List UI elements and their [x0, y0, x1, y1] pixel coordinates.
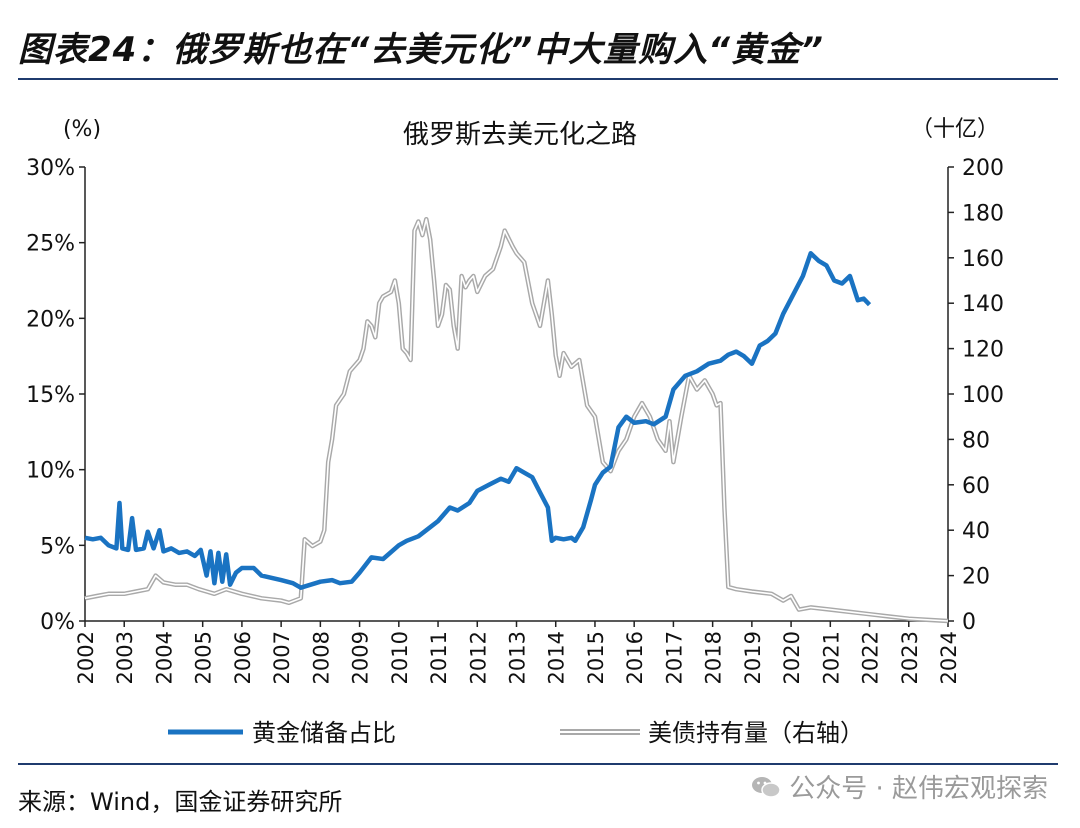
right-tick-label: 20 — [962, 565, 990, 590]
right-tick-label: 40 — [962, 519, 990, 544]
left-tick-label: 15% — [26, 383, 75, 408]
chart-title: 俄罗斯去美元化之路 — [403, 120, 637, 150]
x-tick-label: 2017 — [662, 631, 686, 684]
x-tick-label: 2013 — [506, 631, 530, 684]
series-line-gold — [84, 251, 872, 590]
axes: 0% 5% 10% 15% 20% 25% 30% 0 20 40 60 80 100 120 140 160… — [26, 156, 1004, 684]
x-tick-label: 2015 — [584, 631, 608, 684]
series-layer — [84, 216, 949, 624]
right-tick-label: 80 — [962, 428, 990, 453]
x-tick-label: 2002 — [74, 631, 98, 684]
right-tick-label: 60 — [962, 474, 990, 499]
right-tick-label: 120 — [962, 338, 1004, 363]
x-tick-label: 2011 — [427, 631, 451, 684]
watermark: 公众号 · 赵伟宏观探索 — [751, 768, 1048, 805]
right-tick-label: 140 — [962, 292, 1004, 317]
x-tick-label: 2014 — [545, 631, 569, 684]
x-tick-label: 2007 — [270, 631, 294, 684]
left-axis-unit: (%) — [63, 117, 101, 142]
watermark-text: 公众号 · 赵伟宏观探索 — [789, 774, 1048, 804]
x-tick-label: 2021 — [819, 631, 843, 684]
right-tick-label: 200 — [962, 156, 1004, 181]
x-tick-label: 2016 — [623, 631, 647, 684]
wechat-icon — [752, 776, 781, 798]
x-tick-label: 2020 — [780, 631, 804, 684]
x-tick-label: 2023 — [898, 631, 922, 684]
dual-axis-line-chart: 俄罗斯去美元化之路 (%) （十亿） 0%5%10%15%20%25%30%02… — [26, 117, 1004, 747]
legend: 黄金储备占比 美债持有量（右轴） — [168, 719, 864, 747]
legend-label-treasury: 美债持有量（右轴） — [648, 719, 864, 747]
left-tick-label: 10% — [26, 459, 75, 484]
figure-title: 图表24：俄罗斯也在“去美元化”中大量购入“黄金” — [18, 30, 824, 70]
x-tick-label: 2004 — [152, 631, 176, 684]
x-tick-label: 2009 — [349, 631, 373, 684]
right-tick-label: 160 — [962, 247, 1004, 272]
left-tick-label: 20% — [26, 307, 75, 332]
source-note: 来源：Wind，国金证券研究所 — [18, 788, 343, 816]
series-line-treasury — [84, 218, 949, 622]
left-tick-label: 0% — [40, 610, 75, 635]
right-axis-unit: （十亿） — [911, 117, 999, 142]
title-rule — [18, 78, 1058, 80]
right-tick-label: 100 — [962, 383, 1004, 408]
x-tick-label: 2003 — [113, 631, 137, 684]
x-tick-label: 2010 — [388, 631, 412, 684]
x-tick-label: 2022 — [859, 631, 883, 684]
left-tick-label: 5% — [40, 534, 75, 559]
x-tick-label: 2005 — [192, 631, 216, 684]
source-rule — [18, 763, 1058, 765]
left-tick-label: 30% — [26, 156, 75, 181]
legend-label-gold: 黄金储备占比 — [252, 719, 396, 747]
left-tick-label: 25% — [26, 232, 75, 257]
right-tick-label: 0 — [962, 610, 976, 635]
x-tick-label: 2018 — [702, 631, 726, 684]
series-line-treasury-outline — [84, 216, 949, 624]
x-tick-label: 2024 — [937, 631, 961, 684]
x-tick-label: 2012 — [466, 631, 490, 684]
x-tick-label: 2019 — [741, 631, 765, 684]
x-tick-label: 2006 — [231, 631, 255, 684]
x-tick-label: 2008 — [309, 631, 333, 684]
right-tick-label: 180 — [962, 201, 1004, 226]
